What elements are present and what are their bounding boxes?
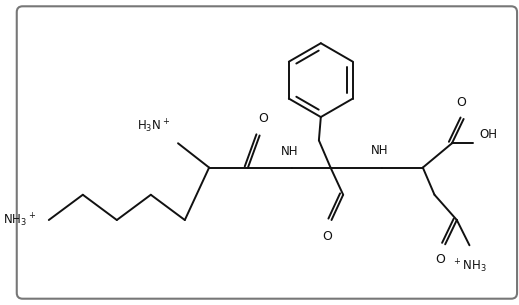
Text: OH: OH — [479, 128, 497, 141]
Text: O: O — [258, 112, 268, 125]
Text: O: O — [323, 230, 333, 243]
Text: $\mathregular{H_3N}^+$: $\mathregular{H_3N}^+$ — [137, 118, 170, 135]
Text: NH: NH — [281, 145, 298, 158]
Text: $^+\mathregular{NH_3}$: $^+\mathregular{NH_3}$ — [452, 258, 487, 275]
Text: O: O — [435, 253, 445, 266]
Text: $\mathregular{NH_3}^+$: $\mathregular{NH_3}^+$ — [3, 211, 36, 229]
Text: O: O — [457, 96, 467, 109]
Text: NH: NH — [371, 144, 389, 157]
